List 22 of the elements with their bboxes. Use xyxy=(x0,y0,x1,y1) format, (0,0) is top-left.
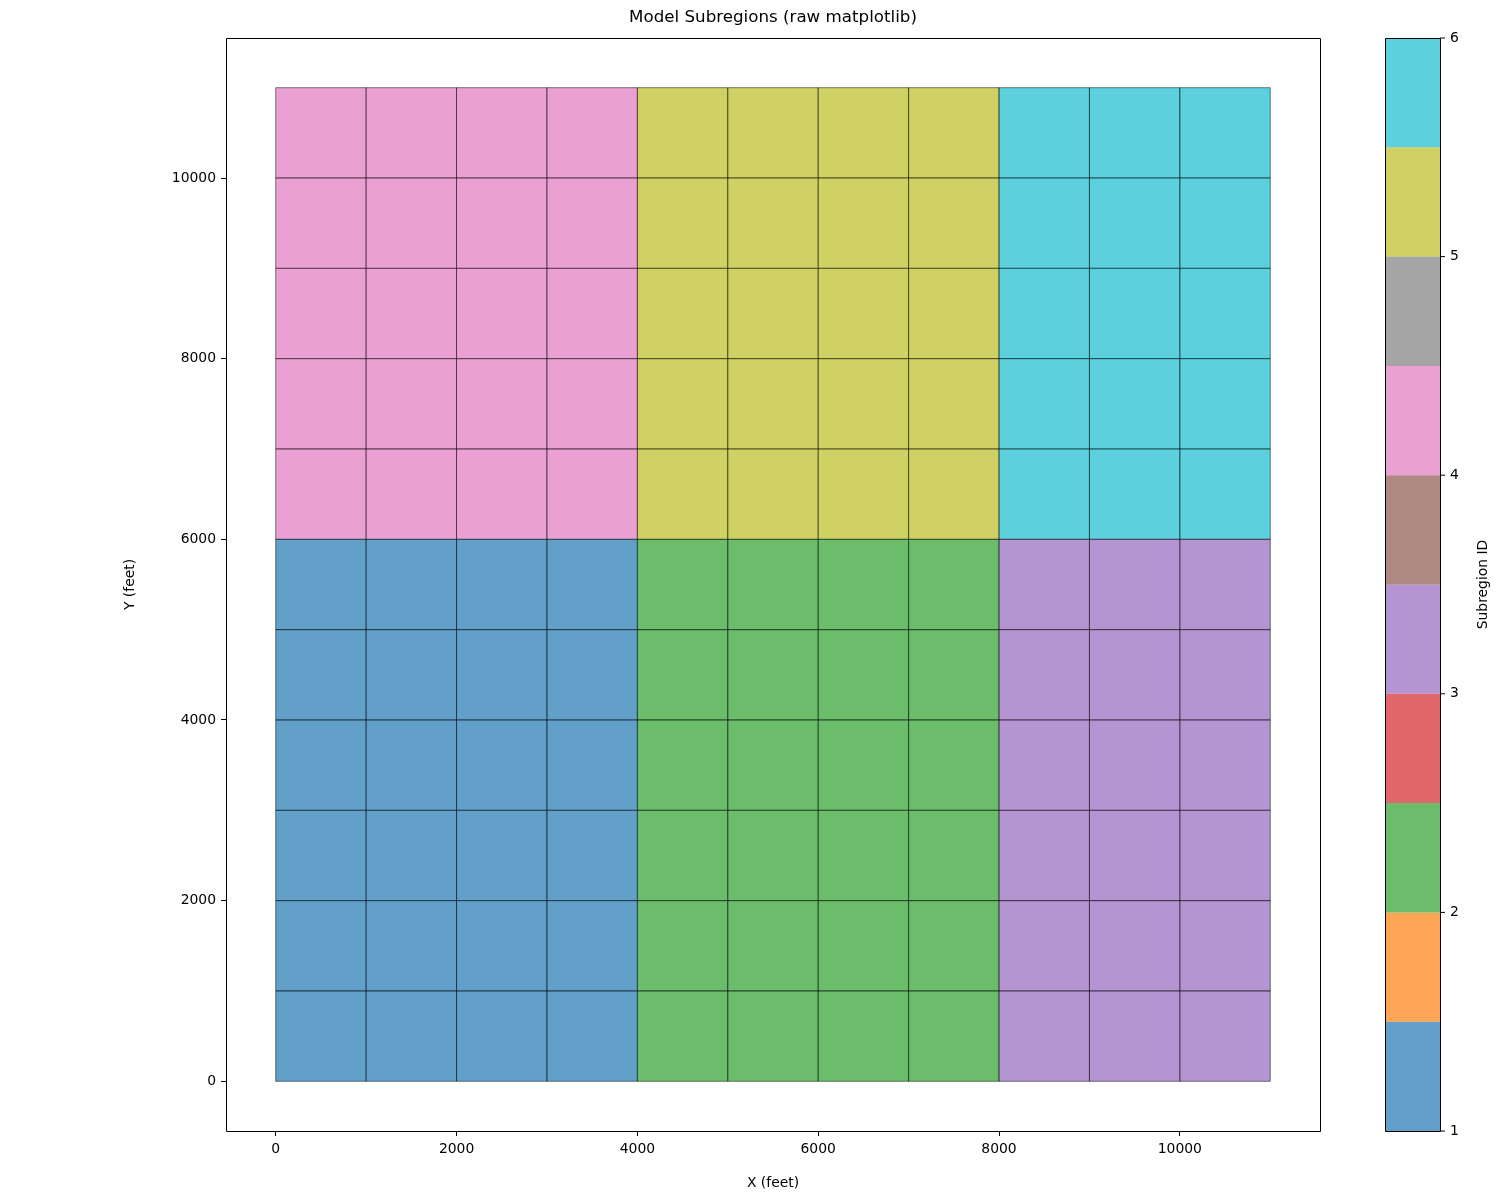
y-axis-title: Y (feet) xyxy=(120,558,137,612)
x-tick-label: 10000 xyxy=(1157,1139,1202,1156)
y-tick-label: 0 xyxy=(207,1071,216,1088)
y-tick-label: 8000 xyxy=(180,349,216,366)
y-tick-label: 10000 xyxy=(171,168,216,185)
x-tick-label: 0 xyxy=(271,1139,281,1156)
color-bar-title: Subregion ID xyxy=(1473,539,1490,630)
x-tick-label: 6000 xyxy=(800,1139,836,1156)
color-bar-label: 6 xyxy=(1450,28,1459,45)
color-bar-label: 2 xyxy=(1450,903,1459,920)
y-tick-label: 2000 xyxy=(180,891,216,908)
color-bar-label: 4 xyxy=(1450,465,1459,482)
x-axis-title: X (feet) xyxy=(746,1173,800,1190)
color-bar-label: 5 xyxy=(1450,247,1459,264)
chart-title: Model Subregions (raw matplotlib) xyxy=(629,6,917,27)
x-tick-label: 2000 xyxy=(438,1139,475,1156)
y-tick-label: 6000 xyxy=(180,529,216,546)
x-tick-label: 8000 xyxy=(981,1139,1017,1156)
x-tick-label: 4000 xyxy=(619,1139,656,1156)
color-bar-label: 1 xyxy=(1450,1121,1459,1138)
color-bar-label: 3 xyxy=(1450,684,1459,701)
y-tick-label: 4000 xyxy=(180,710,216,727)
